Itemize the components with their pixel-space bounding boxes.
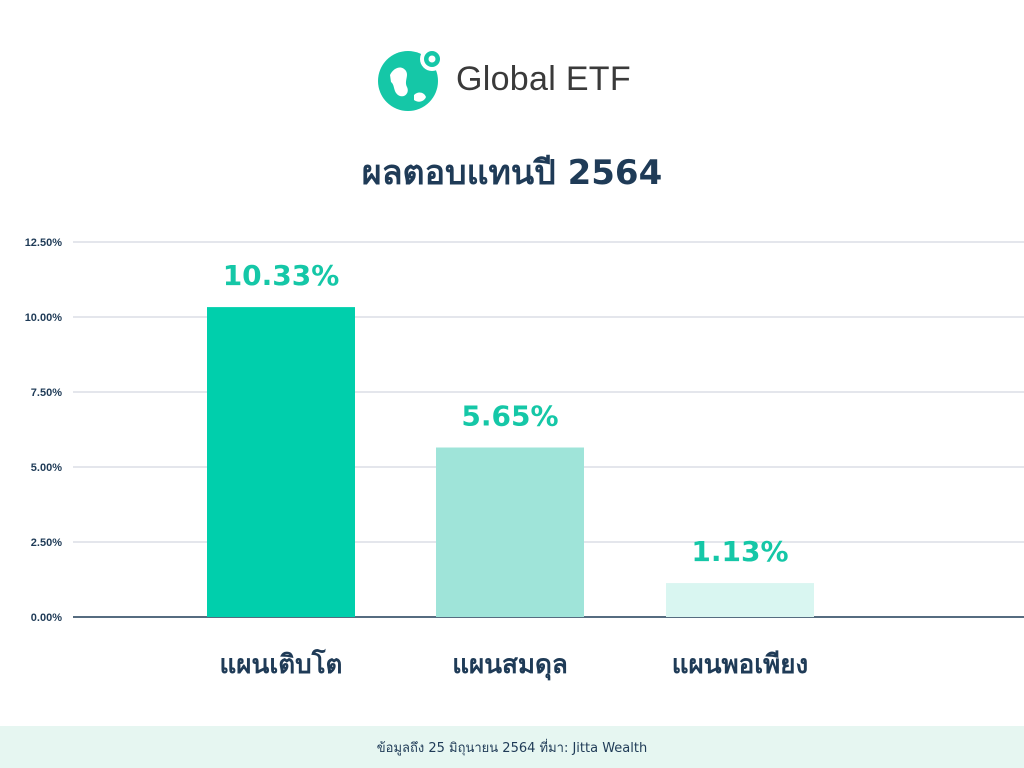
bar-value-label: 5.65% (461, 400, 558, 433)
footer-bar: ข้อมูลถึง 25 มิถุนายน 2564 ที่มา: Jitta … (0, 726, 1024, 768)
y-tick-label: 0.00% (31, 612, 62, 624)
x-category-label: แผนสมดุล (452, 650, 568, 681)
bar (666, 583, 814, 617)
y-tick-label: 2.50% (31, 537, 62, 549)
bar (207, 307, 355, 617)
bar (436, 447, 584, 617)
brand-name: Global ETF (456, 59, 631, 98)
bar-value-label: 10.33% (223, 259, 340, 292)
y-tick-label: 10.00% (25, 312, 63, 324)
globe-pin-icon (378, 47, 444, 111)
x-category-label: แผนพอเพียง (672, 650, 808, 680)
y-tick-label: 7.50% (31, 387, 62, 399)
brand-logo: Global ETF (376, 44, 631, 114)
chart-title: ผลตอบแทนปี 2564 (361, 153, 663, 193)
bar-value-label: 1.13% (691, 535, 788, 568)
y-tick-label: 5.00% (31, 462, 62, 474)
x-category-label: แผนเติบโต (220, 648, 343, 680)
bar-chart: 0.00% 2.50% 5.00% 7.50% 10.00% 12.50% 10.33% แผ… (25, 237, 1024, 681)
footer-source-text: ข้อมูลถึง 25 มิถุนายน 2564 ที่มา: Jitta … (376, 740, 648, 756)
y-tick-label: 12.50% (25, 237, 63, 249)
